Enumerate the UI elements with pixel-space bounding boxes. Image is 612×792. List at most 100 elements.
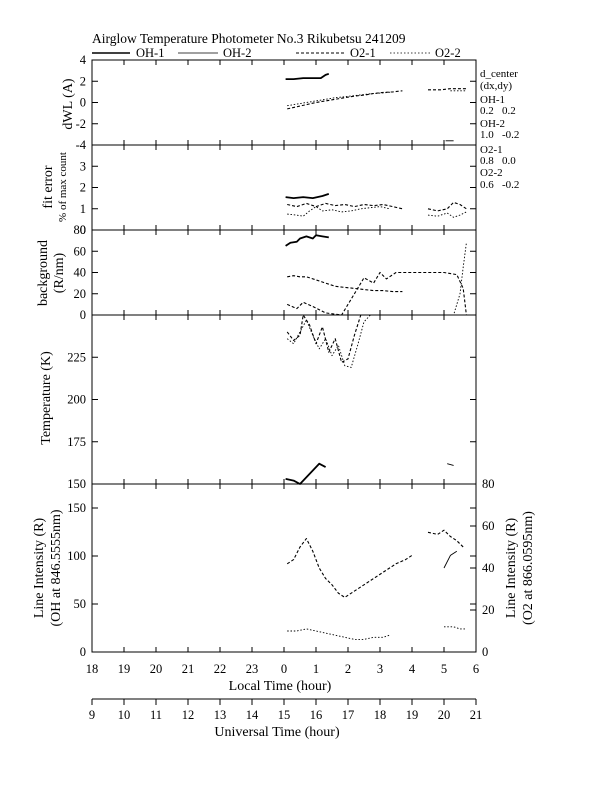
background-ylabel: background xyxy=(36,240,51,306)
series-line-dwl-o2-1 xyxy=(428,88,467,91)
series-line-fit_error-oh-1 xyxy=(285,193,330,200)
panel-intensity-frame xyxy=(91,483,477,653)
universal-time-tick-label: 21 xyxy=(470,708,483,722)
ytick-label-temperature: 200 xyxy=(67,393,86,407)
local-time-tick-label: 4 xyxy=(409,662,416,676)
ytick-label-dwl: -2 xyxy=(76,117,86,131)
notes-oh1-name: OH-1 xyxy=(480,94,505,106)
ytick-label-dwl: -4 xyxy=(76,138,87,152)
notes-o21-value: 0.8 0.0 xyxy=(480,155,516,167)
universal-time-tick-label: 18 xyxy=(374,708,387,722)
local-time-tick-label: 18 xyxy=(86,662,99,676)
y2tick-label-line_intensity: 80 xyxy=(482,477,495,491)
series-line-background-o2-1-rise- xyxy=(286,271,467,316)
local-time-tick-label: 22 xyxy=(214,662,227,676)
universal-time-tick-label: 13 xyxy=(214,708,227,722)
series-line-temperature-o2-1 xyxy=(286,314,393,363)
intensity-ylabel: Line Intensity (R) xyxy=(32,518,47,619)
local-time-tick-label: 3 xyxy=(377,662,383,676)
ytick-label-temperature: 175 xyxy=(67,435,86,449)
ytick-label-dwl: 2 xyxy=(80,74,86,88)
series-line-line_intensity-oh-1 xyxy=(443,550,458,569)
local-time-tick-label: 21 xyxy=(182,662,195,676)
temperature-ylabel: Temperature (K) xyxy=(39,351,54,445)
ytick-label-dwl: 0 xyxy=(80,96,86,110)
universal-time-tick-label: 12 xyxy=(182,708,195,722)
ytick-label-fit_error: 2 xyxy=(80,181,86,195)
series-line-fit_error-o2-2 xyxy=(287,206,390,217)
series-line-dwl-oh-1 xyxy=(285,72,330,80)
series-line-background-o2-2 xyxy=(287,242,467,316)
ytick-label-temperature: 225 xyxy=(67,350,86,364)
ytick-label-line_intensity: 100 xyxy=(67,549,86,563)
series-line-line_intensity-o2-1 xyxy=(286,538,413,598)
universal-time-tick-label: 16 xyxy=(310,708,323,722)
notes-oh2-value: 1.0 -0.2 xyxy=(480,129,519,141)
ytick-label-line_intensity: 0 xyxy=(80,645,86,659)
notes-o21-name: O2-1 xyxy=(480,144,503,156)
notes-oh1-value: 0.2 0.2 xyxy=(480,105,516,117)
local-time-tick-label: 0 xyxy=(281,662,287,676)
offset-notes: d_center (dx,dy) OH-1 0.2 0.2 OH-2 1.0 -… xyxy=(480,68,519,191)
axis-ticks: -4-2024012302040608015017520022505010015… xyxy=(67,53,494,722)
universal-time-tick-label: 17 xyxy=(342,708,355,722)
dwl-ylabel: dWL (A) xyxy=(61,78,76,130)
local-time-tick-label: 5 xyxy=(441,662,447,676)
series-line-fit_error-o2-1 xyxy=(427,201,467,212)
panel-fit-error-frame xyxy=(91,144,477,231)
universal-time-tick-label: 19 xyxy=(406,708,419,722)
local-time-tick-label: 2 xyxy=(345,662,351,676)
fit-error-ylabel2: % of max count xyxy=(57,152,69,222)
ytick-label-fit_error: 1 xyxy=(80,202,86,216)
legend-label-oh1: OH-1 xyxy=(136,46,164,60)
legend: OH-1 OH-2 O2-1 O2-2 xyxy=(92,46,461,60)
universal-time-tick-label: 14 xyxy=(246,708,259,722)
ytick-label-background: 60 xyxy=(74,244,87,258)
ytick-label-line_intensity: 150 xyxy=(67,501,86,515)
local-time-tick-label: 1 xyxy=(313,662,319,676)
legend-label-oh2: OH-2 xyxy=(223,46,251,60)
series-line-dwl-o2-1 xyxy=(287,90,403,110)
series-line-background-o2-1 xyxy=(287,275,403,293)
ytick-label-background: 0 xyxy=(80,308,86,322)
series-line-temperature-oh-2 xyxy=(447,463,454,466)
panel-temperature-frame xyxy=(91,314,477,485)
universal-time-tick-label: 9 xyxy=(89,708,95,722)
series-line-line_intensity-o2-2 xyxy=(287,628,390,640)
data-series xyxy=(285,72,467,640)
y2tick-label-line_intensity: 40 xyxy=(482,561,495,575)
ytick-label-background: 80 xyxy=(74,223,87,237)
y2tick-label-line_intensity: 60 xyxy=(482,519,495,533)
local-time-tick-label: 6 xyxy=(473,662,479,676)
series-line-temperature-o2-2 xyxy=(286,314,384,368)
notes-subheader: (dx,dy) xyxy=(480,80,512,92)
y2tick-label-line_intensity: 20 xyxy=(482,603,495,617)
notes-o22-value: 0.6 -0.2 xyxy=(480,179,519,191)
universal-time-tick-label: 20 xyxy=(438,708,451,722)
universal-time-tick-label: 10 xyxy=(118,708,131,722)
intensity-y2label2: (O2 at 866.0595nm) xyxy=(521,511,536,625)
local-time-tick-label: 19 xyxy=(118,662,131,676)
local-time-label: Local Time (hour) xyxy=(229,679,332,694)
notes-oh2-name: OH-2 xyxy=(480,118,505,130)
legend-label-o22: O2-2 xyxy=(435,46,461,60)
ytick-label-line_intensity: 50 xyxy=(74,597,87,611)
series-line-temperature-oh-1 xyxy=(285,462,327,485)
y2tick-label-line_intensity: 0 xyxy=(482,645,488,659)
legend-label-o21: O2-1 xyxy=(350,46,376,60)
ytick-label-dwl: 4 xyxy=(80,53,87,67)
figure-title: Airglow Temperature Photometer No.3 Riku… xyxy=(92,31,406,46)
intensity-y2label: Line Intensity (R) xyxy=(504,518,519,619)
series-line-line_intensity-o2-2 xyxy=(444,626,467,630)
series-line-line_intensity-o2-1 xyxy=(427,529,464,548)
universal-time-tick-label: 11 xyxy=(150,708,162,722)
notes-header: d_center xyxy=(480,68,518,80)
panel-dwl-frame xyxy=(91,59,477,146)
universal-time-label: Universal Time (hour) xyxy=(214,725,340,740)
ytick-label-fit_error: 3 xyxy=(80,159,86,173)
fit-error-ylabel: fit error xyxy=(41,165,56,208)
ytick-label-background: 40 xyxy=(74,266,87,280)
intensity-ylabel2: (OH at 846.5555nm) xyxy=(49,509,64,626)
local-time-tick-label: 23 xyxy=(246,662,259,676)
ytick-label-background: 20 xyxy=(74,287,87,301)
